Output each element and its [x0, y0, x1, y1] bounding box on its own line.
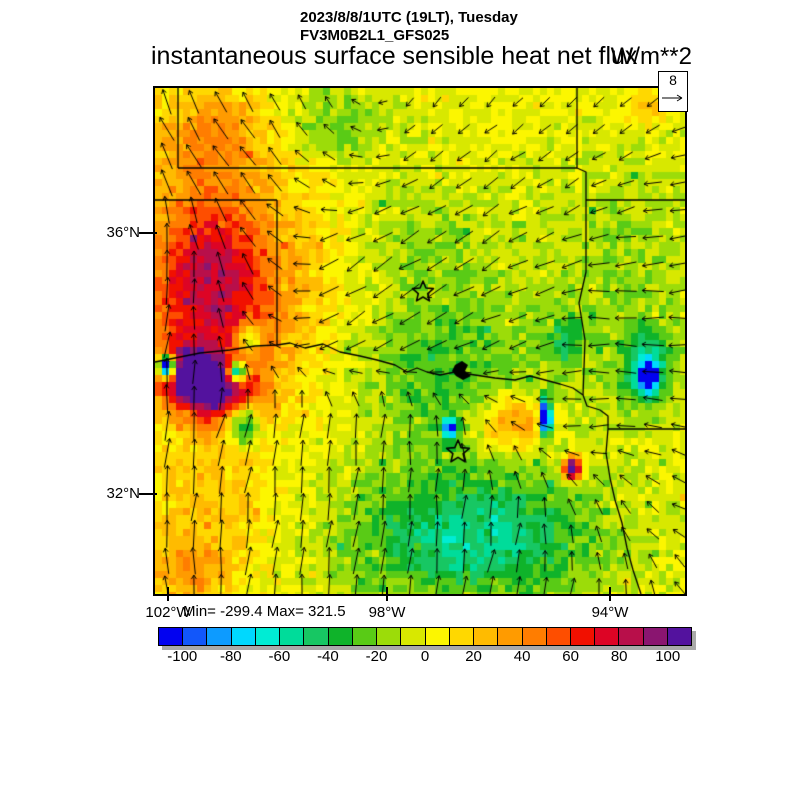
colorbar-segment: [327, 627, 353, 646]
heatmap-canvas: [155, 88, 685, 594]
wind-reference-arrow-icon: [662, 94, 683, 102]
colorbar-tick-label: -20: [365, 648, 388, 665]
colorbar-tick-label: 20: [465, 648, 482, 665]
colorbar-segment: [206, 627, 232, 646]
minmax-label: Min= -299.4 Max= 321.5: [183, 603, 346, 620]
colorbar-segment: [424, 627, 450, 646]
map-frame: [153, 86, 687, 596]
colorbar-segment: [400, 627, 426, 646]
colorbar-segment: [497, 627, 523, 646]
colorbar-segment: [158, 627, 184, 646]
colorbar-tick-label: -80: [219, 648, 242, 665]
colorbar-tick-label: 80: [610, 648, 628, 665]
colorbar-tick-label: -60: [268, 648, 291, 665]
lat-tick-label: 36°N: [106, 224, 140, 241]
colorbar-tick-labels: -100 -80 -60 -40 -20 0 20 40 60 80 100: [158, 648, 692, 666]
lat-tick-label: 32°N: [106, 485, 140, 502]
colorbar-tick-label: 40: [513, 648, 531, 665]
colorbar-segment: [521, 627, 547, 646]
plot-title: instantaneous surface sensible heat net …: [151, 42, 638, 70]
colorbar-segment: [351, 627, 378, 646]
lat-tick: [139, 493, 157, 495]
datetime-label: 2023/8/8/1UTC (19LT), Tuesday: [300, 9, 518, 26]
units-label: W/m**2: [610, 43, 692, 70]
colorbar-tick-label: 60: [562, 648, 579, 665]
colorbar-segment: [618, 627, 644, 646]
colorbar-segment: [448, 627, 475, 646]
colorbar-segment: [182, 627, 208, 646]
colorbar-segment: [254, 627, 281, 646]
colorbar-segment: [545, 627, 571, 646]
colorbar-segment: [473, 627, 499, 646]
colorbar-tick-label: -100: [167, 648, 198, 665]
colorbar-segment: [230, 627, 256, 646]
colorbar-segment: [642, 627, 668, 646]
wind-reference-box: 8: [658, 71, 688, 112]
wind-reference-value: 8: [669, 72, 677, 88]
colorbar-tick-label: 0: [420, 648, 430, 665]
colorbar-segment: [594, 627, 620, 646]
lon-tick-label: 94°W: [591, 604, 629, 621]
colorbar-segment: [303, 627, 329, 646]
lon-tick-label: 102°W: [145, 604, 191, 621]
lon-tick-label: 98°W: [368, 604, 406, 621]
colorbar-segment: [569, 627, 596, 646]
colorbar-segment: [376, 627, 402, 646]
colorbar-segment: [666, 627, 693, 646]
lon-tick: [167, 587, 169, 601]
colorbar-tick-label: -40: [317, 648, 339, 665]
lon-tick: [386, 587, 388, 601]
lat-tick: [139, 232, 157, 234]
colorbar-tick-label: 100: [655, 648, 681, 665]
model-run-label: FV3M0B2L1_GFS025: [300, 27, 450, 44]
colorbar-segment: [279, 627, 305, 646]
colorbar: [158, 627, 693, 646]
lon-tick: [609, 587, 611, 601]
